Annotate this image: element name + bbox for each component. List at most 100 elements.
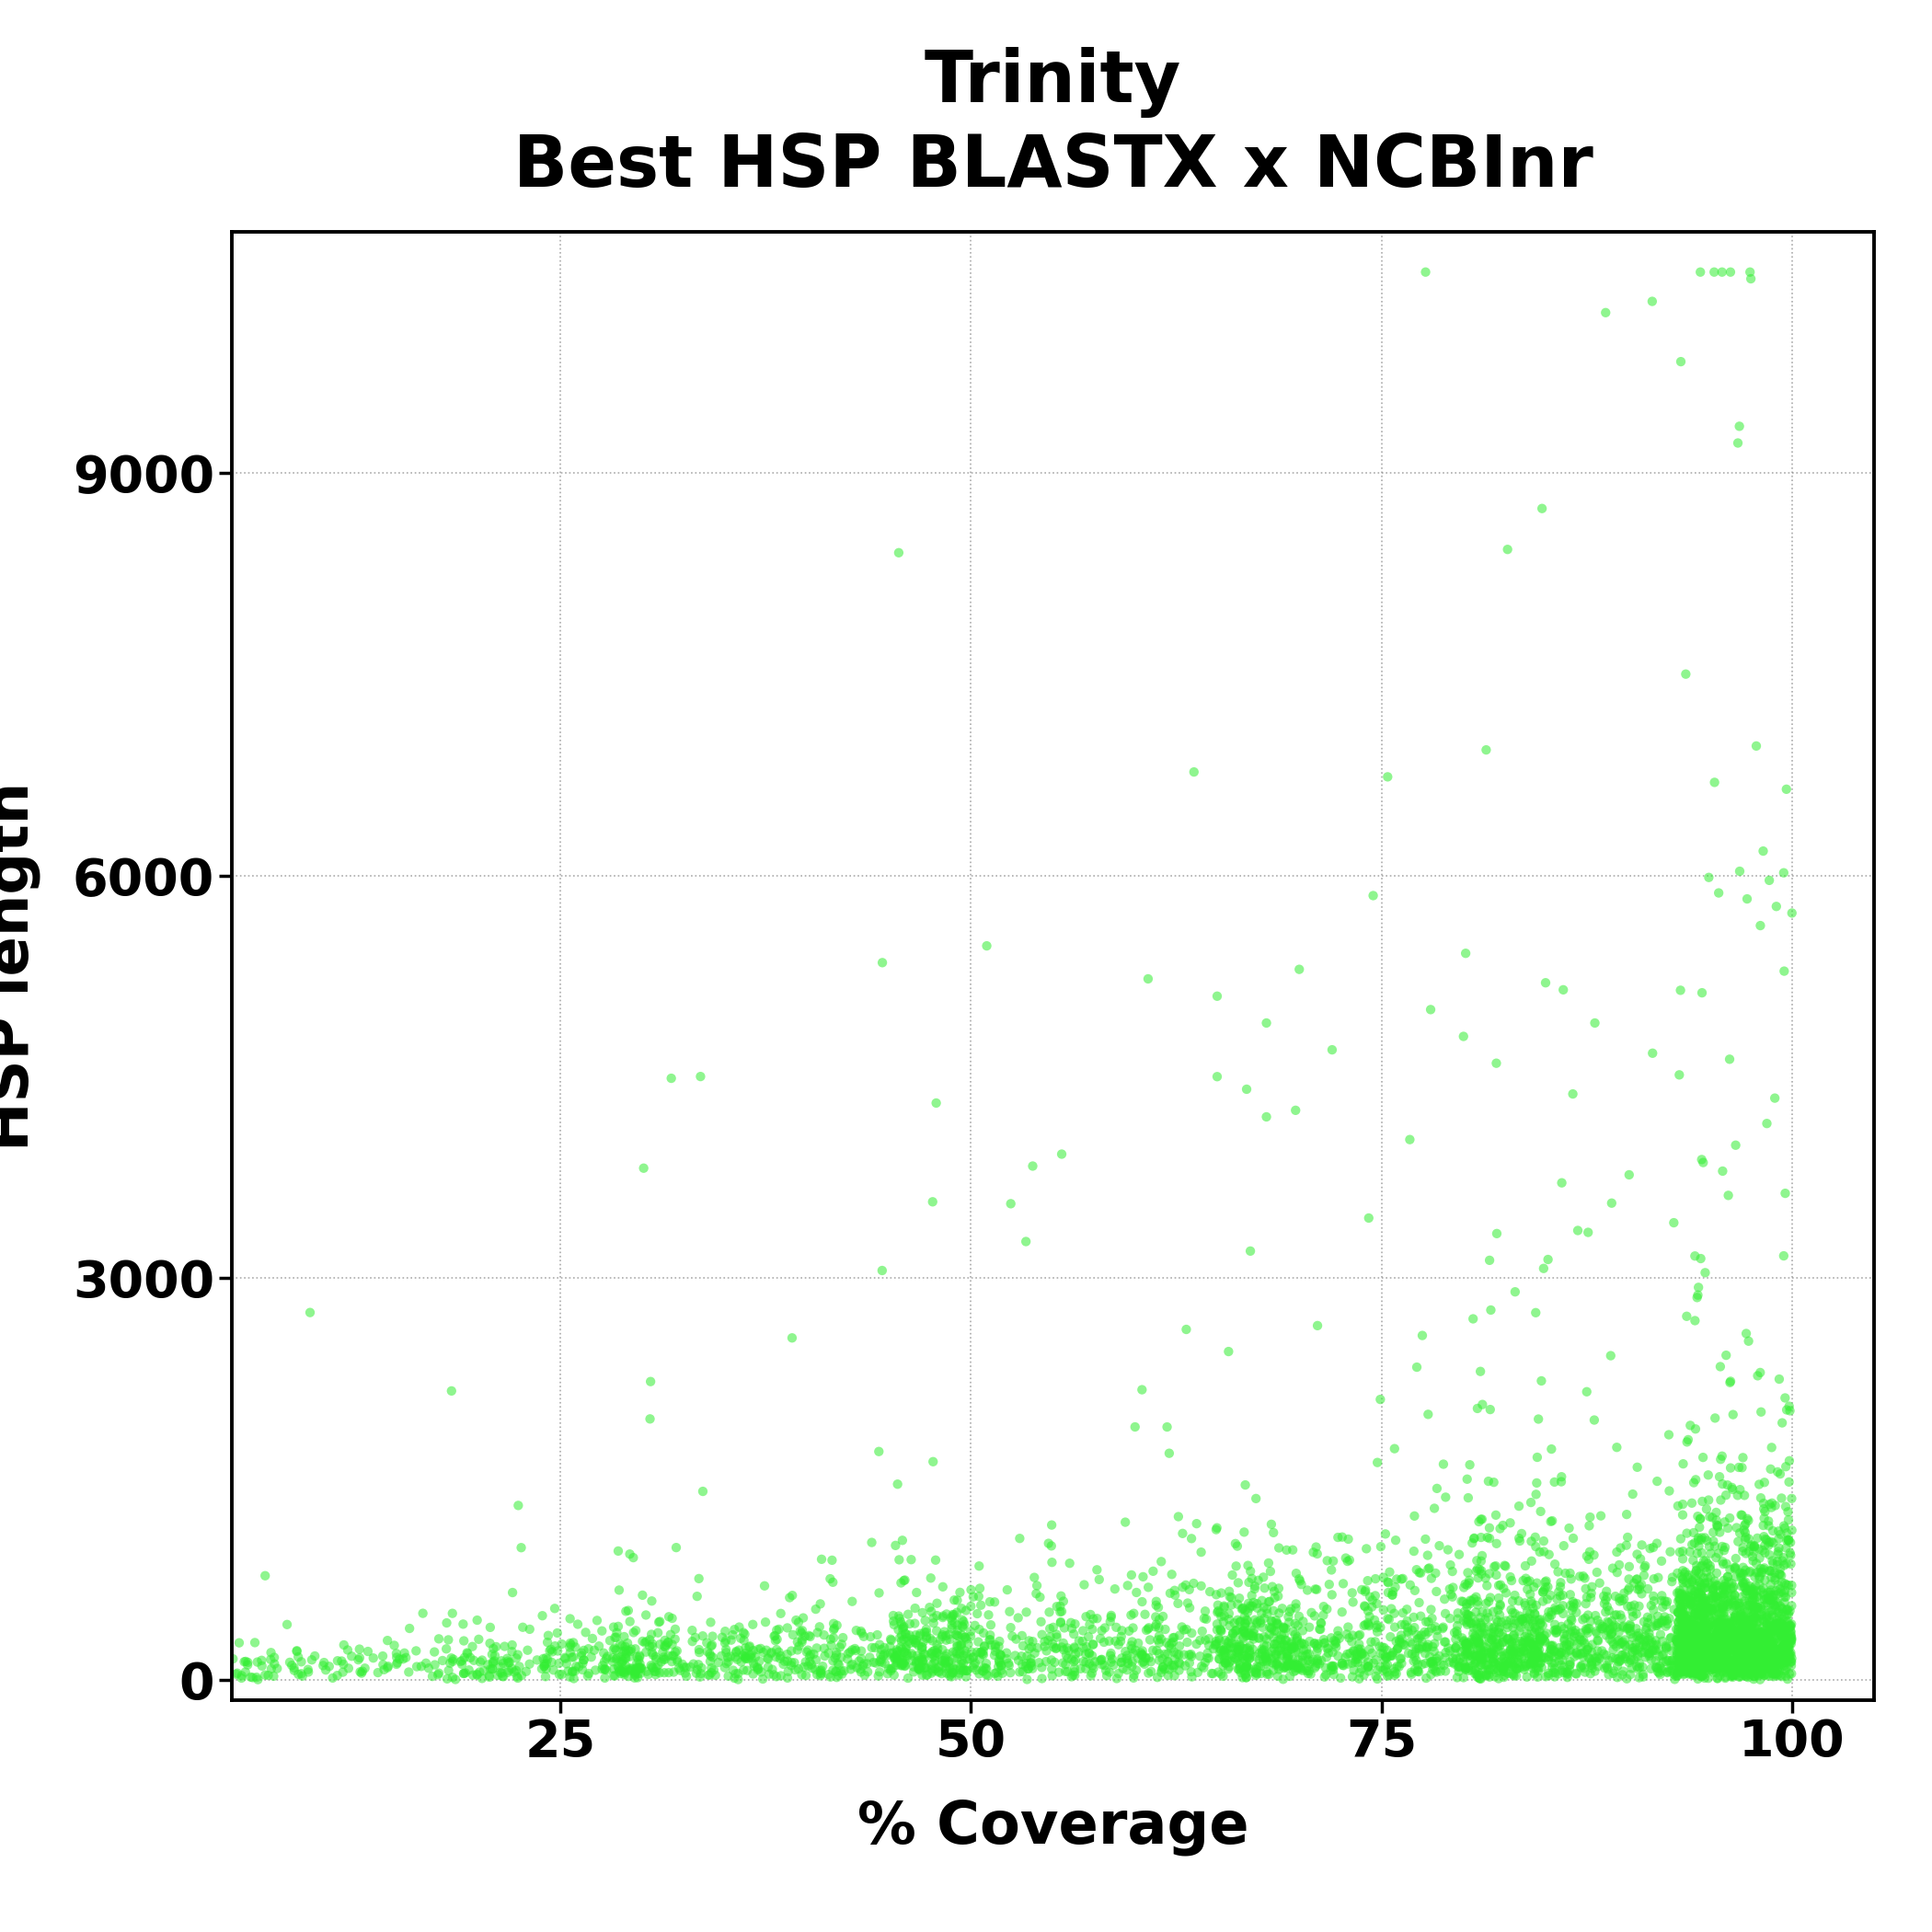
Point xyxy=(1206,1615,1236,1646)
Point xyxy=(962,1598,993,1629)
Point xyxy=(1370,1654,1401,1685)
Point xyxy=(1698,1634,1729,1665)
Point xyxy=(748,1636,779,1667)
Point xyxy=(607,1646,638,1677)
Point xyxy=(1609,1629,1640,1660)
Point xyxy=(1687,1602,1718,1633)
Point xyxy=(1667,1499,1698,1530)
Point xyxy=(1383,1633,1414,1663)
Point xyxy=(1577,1648,1607,1679)
Point xyxy=(1739,1652,1770,1683)
Point xyxy=(1646,1625,1677,1656)
Point xyxy=(1689,1590,1719,1621)
Point xyxy=(1708,1638,1739,1669)
Point xyxy=(798,1638,829,1669)
Point xyxy=(1683,1636,1714,1667)
Point xyxy=(1246,1634,1277,1665)
Point xyxy=(1685,1631,1716,1662)
Point xyxy=(1068,1569,1099,1600)
Point xyxy=(1279,1656,1310,1687)
Point xyxy=(1712,1648,1743,1679)
Point xyxy=(1685,1652,1716,1683)
Point xyxy=(1700,1629,1731,1660)
Point xyxy=(1625,1544,1656,1575)
Point xyxy=(1706,1642,1737,1673)
Point xyxy=(576,1642,607,1673)
Point xyxy=(1364,1383,1395,1414)
Point xyxy=(918,1636,949,1667)
Point xyxy=(889,1625,920,1656)
Point xyxy=(649,1625,680,1656)
Point xyxy=(1756,1555,1787,1586)
Point xyxy=(1376,1640,1406,1671)
Point xyxy=(1723,1644,1754,1675)
Point xyxy=(1719,1611,1750,1642)
Point xyxy=(1474,1582,1505,1613)
Point xyxy=(1385,1619,1416,1650)
Point xyxy=(1725,1590,1756,1621)
Point xyxy=(1466,1611,1497,1642)
Point xyxy=(1729,1650,1760,1681)
Point xyxy=(730,1638,761,1669)
Point xyxy=(800,1654,831,1685)
Point xyxy=(1217,1633,1248,1663)
Point xyxy=(1702,1611,1733,1642)
Point xyxy=(1298,1536,1329,1567)
Point xyxy=(1745,1356,1776,1387)
Point xyxy=(1665,1650,1696,1681)
Point xyxy=(1754,1644,1785,1675)
Point xyxy=(1399,1602,1430,1633)
Point xyxy=(1472,1638,1503,1669)
Point xyxy=(1700,1646,1731,1677)
Point xyxy=(1256,1636,1287,1667)
Point xyxy=(1737,1607,1768,1638)
Point xyxy=(1729,1638,1760,1669)
Point xyxy=(676,1615,707,1646)
Point xyxy=(1669,1648,1700,1679)
Point xyxy=(976,1609,1007,1640)
Point xyxy=(1739,1642,1770,1673)
Point xyxy=(1600,1656,1631,1687)
Point xyxy=(1248,1634,1279,1665)
Point xyxy=(835,1654,866,1685)
Point xyxy=(1735,1590,1766,1621)
Point xyxy=(1747,1656,1777,1687)
Point xyxy=(887,1625,918,1656)
Point xyxy=(858,1646,889,1677)
Point xyxy=(997,1621,1028,1652)
Point xyxy=(1710,1625,1741,1656)
Point xyxy=(601,1634,632,1665)
Point xyxy=(1480,1559,1511,1590)
Point xyxy=(867,947,898,978)
Point xyxy=(1690,1648,1721,1679)
Point xyxy=(952,1656,983,1687)
Point xyxy=(923,1638,954,1669)
Point xyxy=(1700,1617,1731,1648)
Point xyxy=(1694,1644,1725,1675)
Point xyxy=(1003,1602,1034,1633)
Point xyxy=(1277,1644,1308,1675)
Point xyxy=(1694,1501,1725,1532)
Point xyxy=(1457,1304,1488,1335)
Point xyxy=(1066,1625,1097,1656)
Point xyxy=(1526,1607,1557,1638)
Point xyxy=(1623,1617,1654,1648)
Point xyxy=(313,1652,344,1683)
Point xyxy=(1524,1495,1555,1526)
Point xyxy=(1683,1642,1714,1673)
Point xyxy=(1461,1609,1492,1640)
Point xyxy=(1690,1598,1721,1629)
Point xyxy=(1030,1631,1061,1662)
Point xyxy=(1495,1565,1526,1596)
Point xyxy=(1186,1571,1217,1602)
Point xyxy=(1745,1617,1776,1648)
Point xyxy=(1277,1631,1308,1662)
Point xyxy=(1233,1588,1264,1619)
Point xyxy=(1447,1623,1478,1654)
Point xyxy=(1466,1596,1497,1627)
Point xyxy=(1235,1644,1265,1675)
Point xyxy=(1213,1598,1244,1629)
Point xyxy=(1663,1598,1694,1629)
Point xyxy=(1735,1575,1766,1605)
Point xyxy=(1464,1650,1495,1681)
